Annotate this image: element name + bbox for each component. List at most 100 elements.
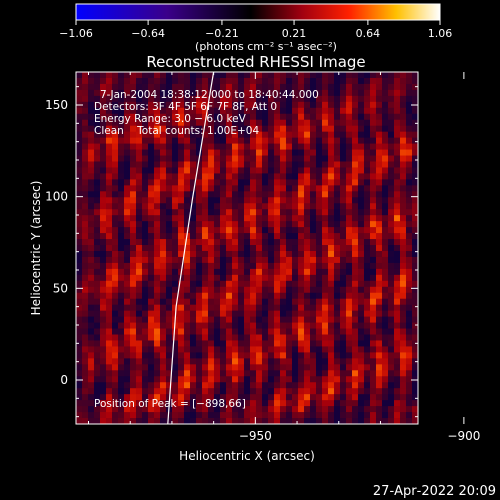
heatmap-cell [328, 245, 335, 252]
heatmap-cell [388, 137, 395, 145]
heatmap-cell [268, 173, 275, 180]
heatmap-cell [388, 95, 395, 103]
heatmap-cell [100, 274, 107, 282]
heatmap-cell [148, 316, 155, 324]
heatmap-cell [310, 292, 317, 300]
heatmap-cell [286, 215, 293, 222]
heatmap-cell [262, 185, 269, 192]
heatmap-cell [394, 233, 401, 240]
heatmap-cell [232, 125, 239, 133]
heatmap-cell [412, 268, 418, 276]
heatmap-cell [142, 209, 149, 216]
heatmap-cell [406, 256, 413, 264]
heatmap-cell [358, 310, 365, 318]
heatmap-cell [166, 418, 173, 424]
heatmap-cell [286, 197, 293, 204]
heatmap-cell [100, 286, 107, 294]
heatmap-cell [286, 388, 293, 395]
heatmap-cell [166, 292, 173, 300]
heatmap-cell [172, 298, 179, 306]
heatmap-cell [358, 233, 365, 240]
heatmap-cell [316, 239, 323, 246]
heatmap-cell [400, 245, 407, 252]
heatmap-cell [76, 137, 83, 145]
heatmap-cell [196, 107, 203, 115]
heatmap-cell [136, 406, 143, 413]
heatmap-cell [100, 364, 107, 371]
heatmap-cell [322, 227, 329, 234]
heatmap-cell [160, 125, 167, 133]
heatmap-cell [208, 388, 215, 395]
heatmap-cell [376, 262, 383, 270]
heatmap-cell [304, 191, 311, 198]
heatmap-cell [202, 292, 209, 300]
heatmap-cell [118, 388, 125, 395]
heatmap-cell [358, 155, 365, 163]
heatmap-cell [130, 119, 137, 127]
heatmap-cell [148, 185, 155, 192]
heatmap-cell [244, 215, 251, 222]
heatmap-cell [106, 227, 113, 234]
heatmap-cell [88, 113, 95, 121]
heatmap-cell [280, 197, 287, 204]
heatmap-cell [370, 310, 377, 318]
heatmap-cell [226, 262, 233, 270]
heatmap-cell [310, 310, 317, 318]
heatmap-cell [310, 346, 317, 354]
heatmap-cell [82, 107, 89, 115]
heatmap-cell [406, 328, 413, 336]
heatmap-cell [358, 239, 365, 246]
heatmap-cell [76, 173, 83, 180]
heatmap-cell [412, 149, 418, 157]
heatmap-cell [190, 155, 197, 163]
heatmap-cell [154, 72, 161, 79]
heatmap-cell [352, 155, 359, 163]
heatmap-cell [274, 239, 281, 246]
heatmap-cell [214, 328, 221, 336]
heatmap-cell [316, 274, 323, 282]
heatmap-cell [130, 215, 137, 222]
heatmap-cell [124, 298, 131, 306]
heatmap-cell [238, 227, 245, 234]
heatmap-cell [232, 268, 239, 276]
heatmap-cell [334, 203, 341, 210]
heatmap-cell [136, 137, 143, 145]
heatmap-cell [352, 197, 359, 204]
heatmap-cell [166, 72, 173, 79]
heatmap-cell [100, 215, 107, 222]
heatmap-cell [262, 83, 269, 91]
heatmap-cell [178, 412, 185, 419]
heatmap-cell [118, 364, 125, 371]
heatmap-cell [94, 149, 101, 157]
heatmap-cell [334, 250, 341, 258]
heatmap-cell [346, 364, 353, 371]
heatmap-cell [316, 221, 323, 228]
heatmap-cell [316, 292, 323, 300]
heatmap-cell [124, 245, 131, 252]
heatmap-cell [352, 173, 359, 180]
heatmap-cell [88, 256, 95, 264]
heatmap-cell [136, 203, 143, 210]
heatmap-cell [100, 95, 107, 103]
heatmap-cell [148, 131, 155, 139]
heatmap-cell [100, 352, 107, 359]
heatmap-cell [88, 334, 95, 342]
heatmap-cell [400, 185, 407, 192]
heatmap-cell [190, 346, 197, 354]
heatmap-cell [280, 137, 287, 145]
heatmap-cell [136, 382, 143, 389]
heatmap-cell [178, 256, 185, 264]
heatmap-cell [394, 185, 401, 192]
colorbar-tick-label: 1.06 [428, 27, 453, 40]
heatmap-cell [232, 316, 239, 324]
heatmap-cell [100, 179, 107, 186]
heatmap-cell [76, 250, 83, 258]
heatmap-cell [292, 334, 299, 342]
heatmap-cell [328, 388, 335, 395]
heatmap-cell [106, 418, 113, 424]
heatmap-cell [244, 245, 251, 252]
heatmap-cell [412, 227, 418, 234]
heatmap-cell [292, 406, 299, 413]
heatmap-cell [346, 274, 353, 282]
heatmap-cell [394, 376, 401, 383]
